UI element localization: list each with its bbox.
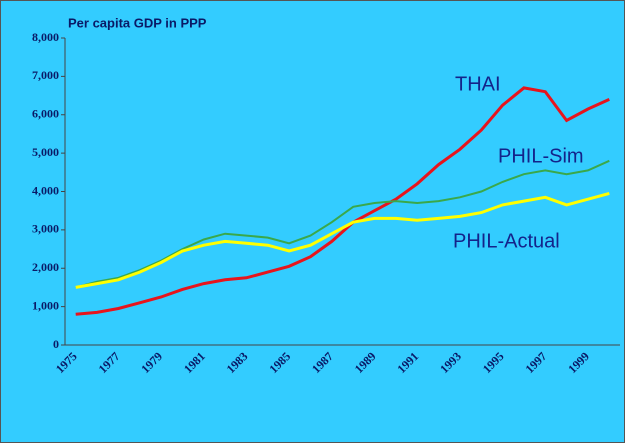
y-tick-label: 3,000 [32, 222, 59, 236]
y-tick-label: 4,000 [32, 183, 59, 197]
series-line [75, 86, 610, 316]
y-tick-label: 8,000 [32, 30, 59, 44]
y-tick-label: 5,000 [32, 145, 59, 159]
y-tick-label: 1,000 [32, 298, 59, 312]
series-label: PHIL-Actual [453, 230, 560, 252]
y-tick-label: 7,000 [32, 68, 59, 82]
series-line [75, 191, 610, 289]
y-tick-label: 6,000 [32, 107, 59, 121]
y-tick-label: 2,000 [32, 260, 59, 274]
chart-title: Per capita GDP in PPP [68, 15, 207, 30]
y-tick-label: 0 [53, 337, 59, 351]
series-line [75, 159, 610, 289]
series-label: THAI [455, 73, 501, 95]
series-label: PHIL-Sim [498, 145, 584, 167]
